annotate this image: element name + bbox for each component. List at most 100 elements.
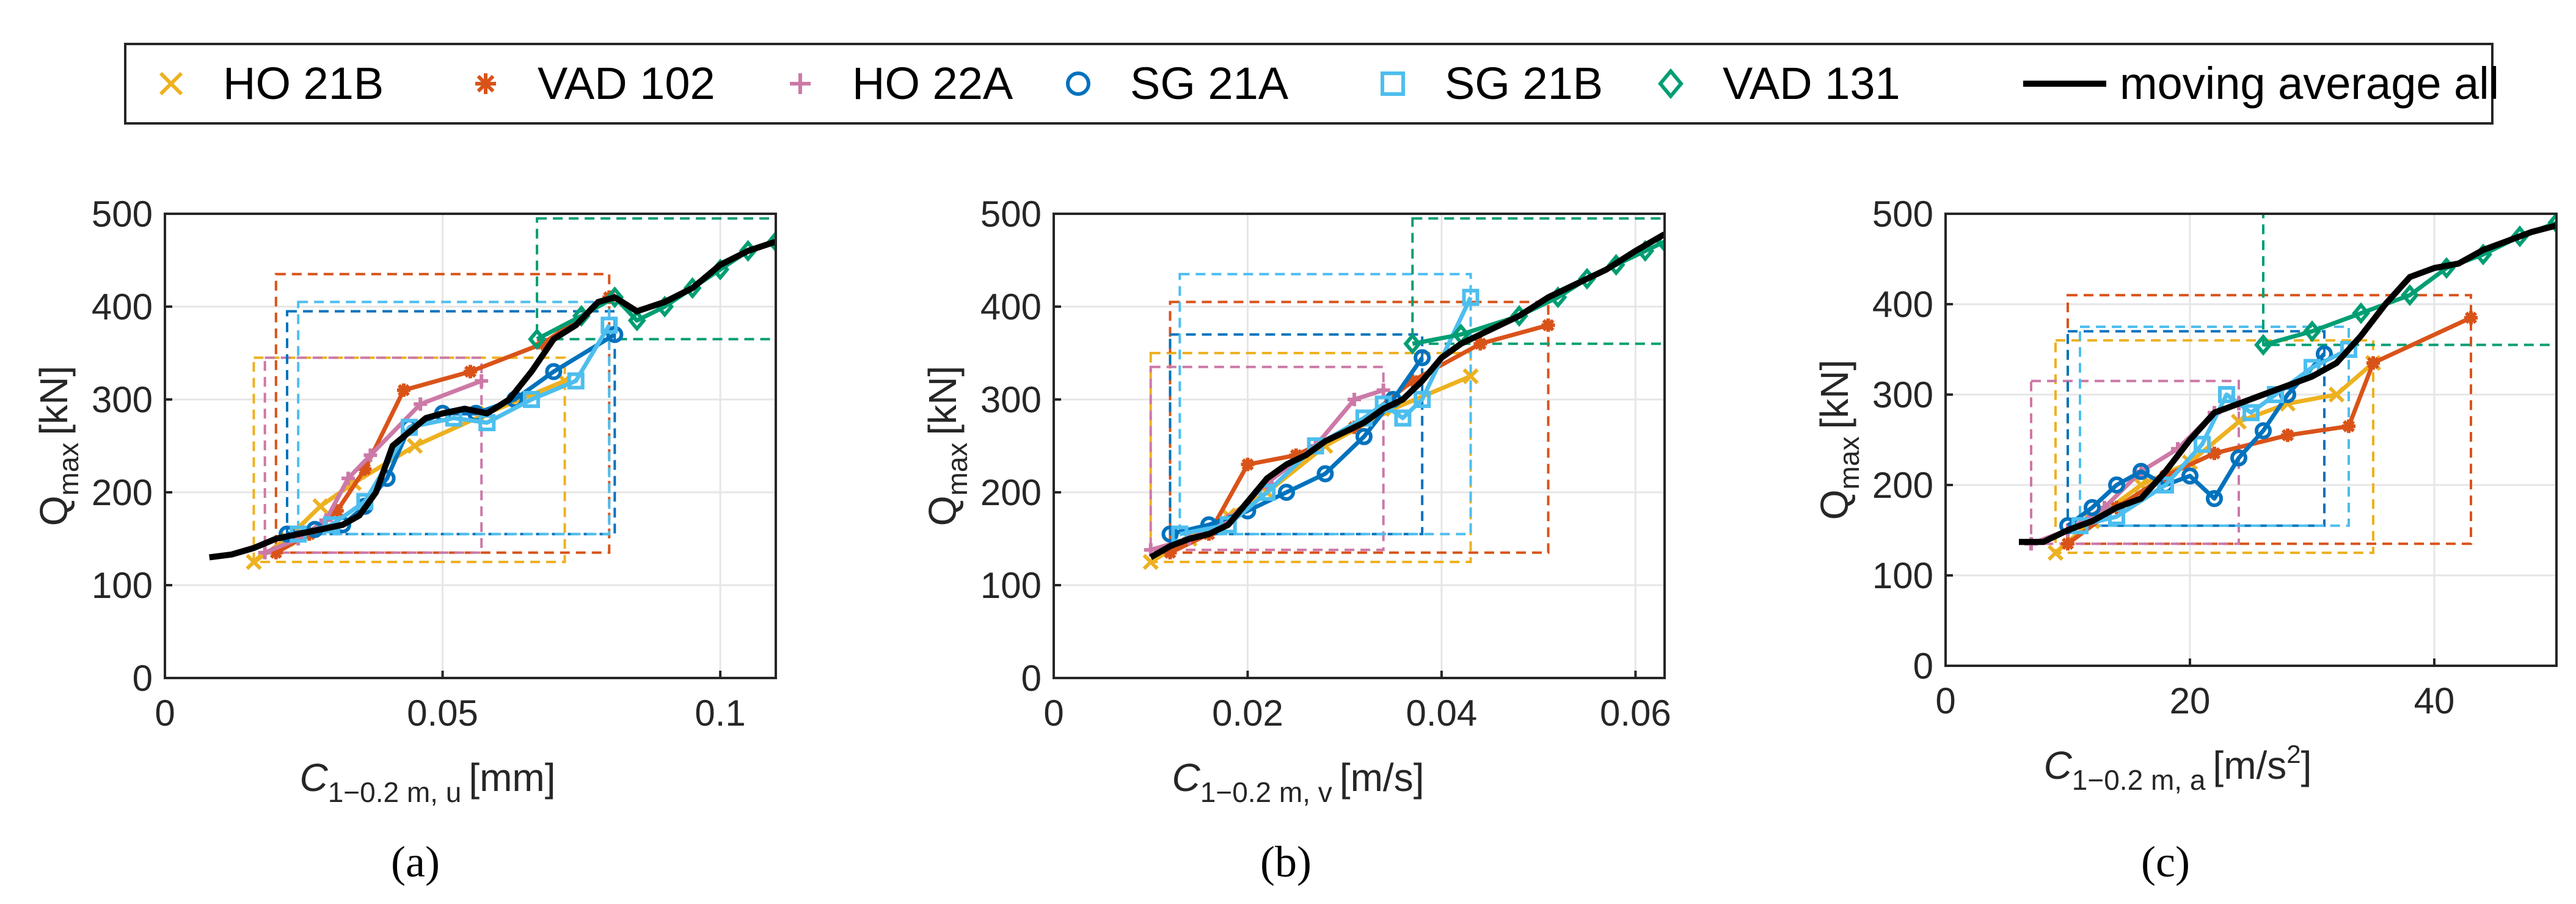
axes-frame — [1053, 213, 1666, 679]
square-icon — [1381, 71, 1405, 96]
x-axis-label: C1−0.2 m, u [mm] — [299, 756, 555, 808]
data-point — [1406, 374, 1420, 388]
legend-label: HO 21B — [223, 58, 384, 109]
x-tick-label: 0 — [1043, 693, 1064, 734]
data-point — [341, 472, 355, 486]
y-axis-label: Qmax[kN] — [1812, 360, 1865, 520]
series-moving-average-all — [209, 238, 776, 561]
data-point — [1376, 383, 1390, 397]
x-tick-label: 0.06 — [1600, 693, 1671, 734]
x-tick-label: 0.05 — [407, 693, 478, 734]
data-point — [2157, 476, 2174, 494]
series-line — [1149, 231, 1665, 560]
series-line — [209, 238, 776, 561]
data-point — [2281, 428, 2294, 442]
diamond-icon — [1658, 68, 1684, 100]
x-axis-label: C1−0.2 m, a [m/s2] — [2044, 740, 2312, 796]
x-tick-label: 0.1 — [695, 693, 745, 734]
data-point — [1541, 318, 1555, 332]
y-tick-label: 300 — [92, 379, 153, 420]
series-line — [2066, 352, 2326, 528]
data-point — [2218, 386, 2235, 403]
data-point — [1462, 288, 1480, 306]
x-tick-label: 0.02 — [1212, 693, 1283, 734]
range-box-ho-22a — [1149, 365, 1385, 552]
y-tick-label: 100 — [980, 565, 1042, 606]
data-point — [2340, 341, 2357, 358]
data-point — [600, 316, 618, 334]
data-point — [363, 448, 378, 462]
chart-panel-1: 0 0.05 0.1 0 100 200 300 400 500 Qmax[kN] C1−0.2 m… — [32, 194, 777, 886]
data-point — [2108, 476, 2125, 494]
range-box-vad-131 — [536, 217, 776, 341]
data-point — [2061, 537, 2074, 551]
data-point — [2230, 449, 2247, 467]
y-tick-label: 200 — [980, 472, 1042, 513]
legend-item-sg-21a: SG 21A — [1066, 58, 1289, 109]
data-point — [2366, 356, 2380, 370]
y-tick-label: 500 — [1872, 194, 1933, 235]
data-point — [258, 545, 272, 560]
data-point — [1414, 349, 1431, 366]
x-axis-label: C1−0.2 m, v [m/s] — [1172, 756, 1425, 808]
legend-item-ho-22a: HO 22A — [790, 58, 1013, 109]
data-point — [2194, 436, 2211, 453]
data-point — [528, 328, 546, 351]
data-point — [545, 363, 563, 381]
range-box-sg-21b — [297, 301, 611, 536]
data-point — [2206, 490, 2223, 508]
y-tick-label: 400 — [980, 286, 1042, 327]
circle-icon — [1066, 71, 1090, 96]
data-point — [475, 374, 489, 388]
data-point — [2401, 284, 2419, 307]
legend-label: SG 21B — [1445, 58, 1603, 109]
range-box-vad-131 — [1411, 217, 1665, 345]
data-point — [246, 553, 262, 570]
range-box-vad-131 — [2262, 214, 2556, 346]
data-point — [1163, 545, 1177, 560]
data-point — [2255, 422, 2272, 440]
plot-area — [165, 214, 776, 678]
data-point — [358, 462, 372, 476]
data-point — [269, 545, 283, 560]
y-axis-label: Qmax[kN] — [32, 366, 84, 526]
data-point — [2254, 334, 2272, 356]
data-point — [1473, 337, 1487, 351]
series-sg-21a — [2059, 345, 2333, 534]
data-point — [2084, 499, 2101, 516]
range-box-ho-22a — [2030, 379, 2240, 545]
data-point — [2242, 404, 2260, 421]
range-box-ho-21b — [252, 356, 566, 563]
data-point — [2464, 311, 2478, 325]
legend-item-sg-21b: SG 21B — [1381, 58, 1603, 109]
legend-label: VAD 102 — [538, 58, 715, 109]
data-point — [2133, 462, 2150, 480]
y-tick-label: 0 — [133, 658, 153, 699]
data-point — [2547, 214, 2556, 234]
y-tick-label: 0 — [1913, 646, 1933, 687]
y-tick-label: 300 — [980, 379, 1042, 420]
range-box-sg-21a — [1169, 333, 1424, 536]
data-point — [1316, 465, 1334, 483]
y-tick-label: 100 — [92, 565, 153, 606]
x-tick-label: 0.04 — [1406, 693, 1478, 734]
data-point — [536, 337, 550, 351]
legend-label: SG 21A — [1130, 58, 1289, 109]
axes-frame — [164, 213, 777, 679]
series-line — [2079, 347, 2350, 528]
y-tick-label: 0 — [1021, 658, 1042, 699]
x-tick-label: 0 — [155, 693, 175, 734]
data-point — [330, 504, 344, 518]
x-tick-label: 0 — [1935, 680, 1955, 721]
panel-caption: (b) — [1260, 837, 1312, 886]
legend-item-vad-131: VAD 131 — [1658, 58, 1900, 109]
data-point — [2181, 467, 2198, 485]
x-tick-label: 40 — [2414, 680, 2455, 721]
data-point — [1258, 484, 1276, 501]
legend-label: moving average all — [2120, 58, 2499, 109]
y-tick-label: 200 — [1872, 465, 1933, 506]
legend-item-moving-average-all: moving average all — [2023, 58, 2499, 109]
